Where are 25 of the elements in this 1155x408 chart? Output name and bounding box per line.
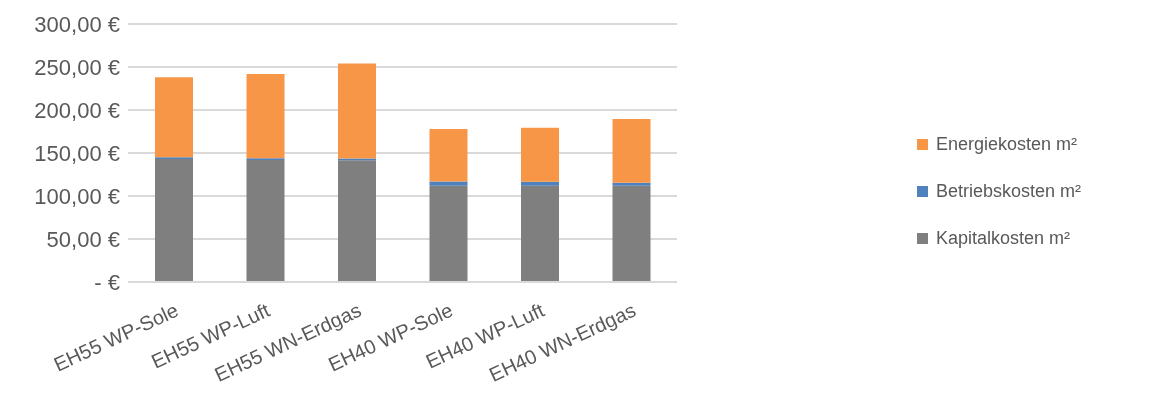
y-tick-label: - €: [94, 269, 120, 295]
legend-label: Kapitalkosten m²: [936, 227, 1071, 249]
bar: [338, 160, 376, 282]
y-tick-label: 250,00 €: [34, 54, 120, 80]
y-tick-label: 50,00 €: [46, 226, 120, 252]
bar: [521, 127, 559, 182]
bar: [246, 159, 285, 282]
y-tick-label: 100,00 €: [34, 183, 120, 209]
bar: [612, 182, 651, 186]
bar: [521, 185, 559, 282]
bar: [612, 185, 651, 282]
legend-label: Betriebskosten m²: [936, 180, 1082, 202]
y-tick-label: 300,00 €: [34, 11, 120, 37]
bar: [155, 77, 193, 158]
y-tick-label: 200,00 €: [34, 97, 120, 123]
bar: [155, 159, 193, 282]
bar: [429, 181, 468, 186]
y-tick-label: 150,00 €: [34, 140, 120, 166]
bar: [612, 119, 651, 183]
bar: [429, 128, 468, 182]
bar: [521, 181, 559, 186]
legend-label: Energiekosten m²: [936, 133, 1078, 155]
bar: [429, 185, 468, 282]
bar: [246, 73, 285, 159]
bar: [338, 63, 376, 159]
